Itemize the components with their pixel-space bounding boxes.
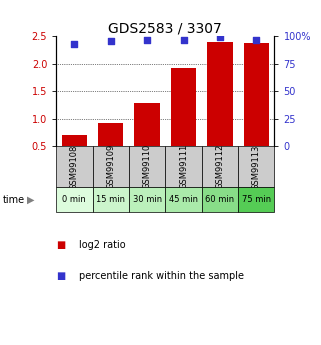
Bar (129, 187, 165, 212)
Point (72, 41, 77, 47)
Bar (238, 187, 274, 212)
Text: log2 ratio: log2 ratio (79, 240, 125, 250)
Bar (62, 135, 87, 146)
Text: GSM99111: GSM99111 (179, 144, 188, 189)
Text: 45 min: 45 min (169, 195, 198, 204)
Bar (238, 146, 274, 187)
Text: GSM99112: GSM99112 (215, 144, 224, 189)
Text: percentile rank within the sample: percentile rank within the sample (79, 271, 244, 281)
Text: 30 min: 30 min (133, 195, 162, 204)
Text: 60 min: 60 min (205, 195, 234, 204)
Bar (244, 43, 269, 146)
Bar (98, 123, 124, 146)
Bar (92, 187, 129, 212)
Bar (202, 146, 238, 187)
Text: GSM99109: GSM99109 (106, 144, 115, 189)
Text: 15 min: 15 min (96, 195, 125, 204)
Bar (129, 146, 165, 187)
Bar (171, 68, 196, 146)
Text: GSM99110: GSM99110 (143, 144, 152, 189)
Title: GDS2583 / 3307: GDS2583 / 3307 (108, 21, 222, 35)
Bar (207, 42, 233, 146)
Bar (165, 187, 202, 212)
Text: 75 min: 75 min (242, 195, 271, 204)
Bar (92, 146, 129, 187)
Point (217, 34, 222, 40)
Point (181, 37, 186, 42)
Bar (56, 146, 92, 187)
Bar (134, 103, 160, 146)
Point (144, 37, 150, 42)
Text: 0 min: 0 min (63, 195, 86, 204)
Point (108, 38, 113, 43)
Text: GSM99108: GSM99108 (70, 144, 79, 189)
Text: time: time (3, 195, 25, 205)
Text: ■: ■ (56, 240, 65, 250)
Point (254, 37, 259, 42)
Bar (202, 187, 238, 212)
Text: GSM99113: GSM99113 (252, 144, 261, 189)
Text: ■: ■ (56, 271, 65, 281)
Bar (165, 146, 202, 187)
Text: ▶: ▶ (27, 195, 35, 205)
Bar (56, 187, 92, 212)
